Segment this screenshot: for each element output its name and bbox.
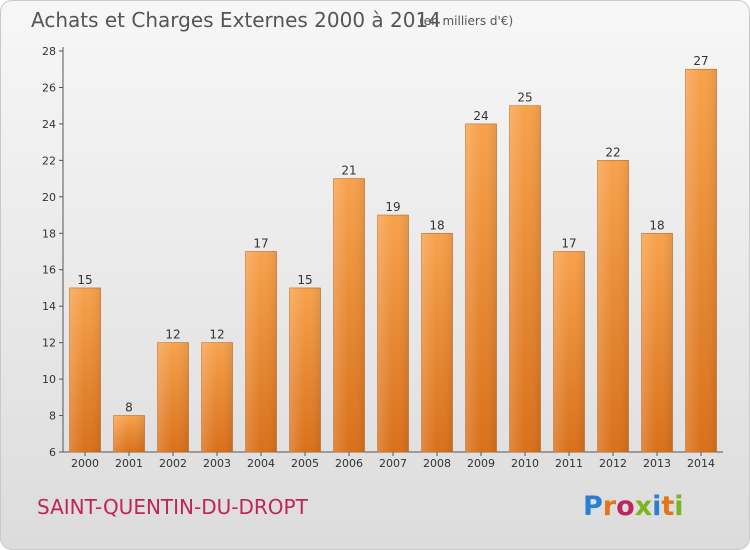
data-label: 19 [385, 200, 400, 214]
bar-shade [421, 233, 453, 452]
y-tick-label: 16 [42, 264, 56, 277]
bar-shade [157, 342, 189, 452]
bar-shade [553, 251, 585, 452]
x-tick-label: 2011 [555, 457, 583, 470]
x-tick-label: 2001 [115, 457, 143, 470]
logo-letter: i [674, 491, 684, 522]
bar-shade [685, 69, 717, 453]
data-label: 22 [605, 145, 620, 159]
proxiti-logo[interactable]: Proxiti [583, 491, 684, 522]
bar-shade [113, 415, 145, 452]
bar-shade [201, 342, 233, 452]
logo-letter: x [634, 491, 653, 522]
logo-letter: P [583, 491, 603, 522]
bar-shade [69, 287, 101, 452]
data-label: 17 [561, 237, 576, 251]
bar-shade [465, 123, 497, 452]
x-tick-label: 2007 [379, 457, 407, 470]
bar-shade [597, 160, 629, 452]
y-tick-label: 8 [49, 410, 56, 423]
y-tick-label: 28 [42, 45, 56, 58]
x-tick-label: 2004 [247, 457, 275, 470]
x-tick-label: 2008 [423, 457, 451, 470]
bar-shade [245, 251, 277, 452]
x-tick-label: 2002 [159, 457, 187, 470]
data-label: 18 [429, 218, 444, 232]
chart-unit: (en milliers d'€) [419, 14, 514, 28]
data-label: 15 [297, 273, 312, 287]
logo-letter: o [616, 491, 635, 522]
x-tick-label: 2012 [599, 457, 627, 470]
y-tick-label: 14 [42, 300, 56, 313]
x-tick-label: 2003 [203, 457, 231, 470]
bar-shade [377, 215, 409, 452]
y-tick-label: 20 [42, 191, 56, 204]
data-label: 25 [517, 91, 532, 105]
data-label: 12 [165, 328, 180, 342]
y-tick-label: 24 [42, 118, 56, 131]
data-label: 21 [341, 164, 356, 178]
data-label: 17 [253, 237, 268, 251]
x-tick-label: 2010 [511, 457, 539, 470]
data-label: 12 [209, 328, 224, 342]
x-tick-label: 2005 [291, 457, 319, 470]
y-tick-label: 18 [42, 227, 56, 240]
commune-name: SAINT-QUENTIN-DU-DROPT [37, 495, 308, 519]
data-label: 18 [649, 218, 664, 232]
x-tick-label: 2014 [687, 457, 715, 470]
y-tick-label: 22 [42, 154, 56, 167]
data-label: 8 [125, 401, 133, 415]
y-tick-label: 6 [49, 446, 56, 459]
data-label: 15 [77, 273, 92, 287]
x-tick-label: 2013 [643, 457, 671, 470]
logo-letter: r [602, 491, 617, 522]
y-tick-label: 10 [42, 373, 56, 386]
chart-title: Achats et Charges Externes 2000 à 2014 [31, 8, 441, 32]
logo-letter: i [652, 491, 662, 522]
logo-letter: t [661, 491, 675, 522]
x-tick-label: 2009 [467, 457, 495, 470]
bar-shade [641, 233, 673, 452]
bar-shade [333, 178, 365, 452]
y-tick-label: 26 [42, 81, 56, 94]
data-label: 27 [693, 54, 708, 68]
x-tick-label: 2006 [335, 457, 363, 470]
x-tick-label: 2000 [71, 457, 99, 470]
bar-shade [509, 105, 541, 452]
y-tick-label: 12 [42, 337, 56, 350]
bar-shade [289, 287, 321, 452]
data-label: 24 [473, 109, 488, 123]
